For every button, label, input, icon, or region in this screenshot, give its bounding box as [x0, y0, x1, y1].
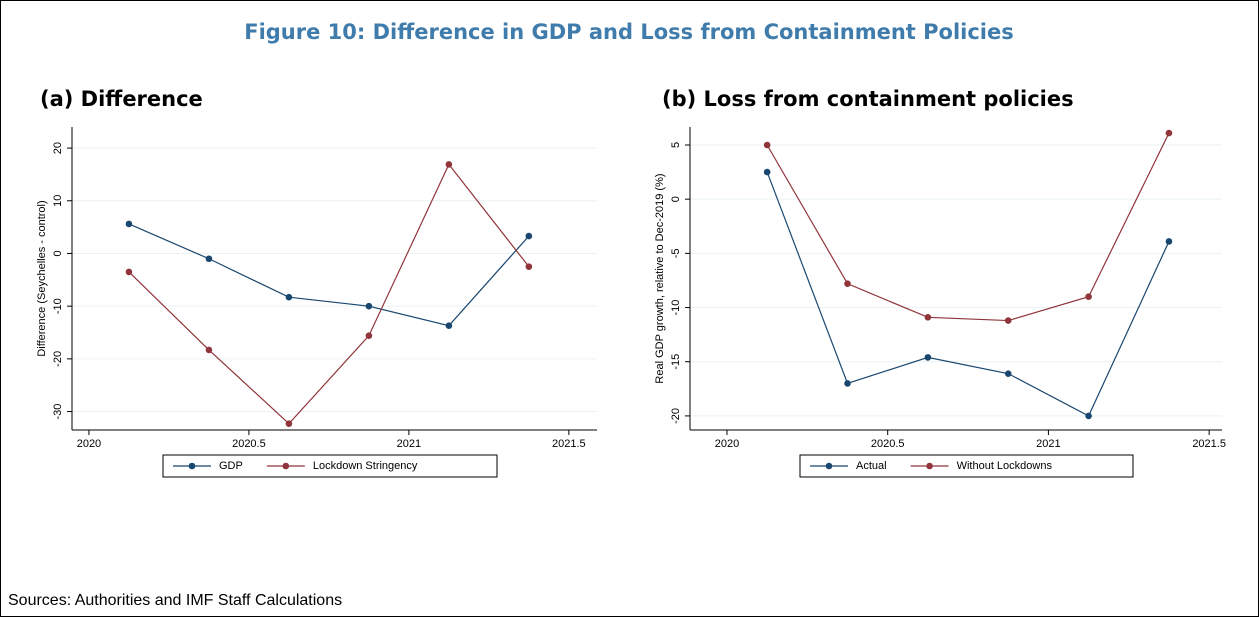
data-point: [1085, 412, 1092, 420]
legend-label: Actual: [856, 460, 887, 472]
legend: [162, 454, 498, 478]
data-point: [525, 232, 533, 240]
x-tick-label: 2020: [715, 438, 739, 450]
y-tick-label: -20: [670, 408, 682, 424]
x-tick-label: 2021: [397, 438, 421, 450]
y-axis-label: Real GDP growth, relative to Dec-2019 (%…: [654, 173, 666, 383]
y-tick-label: -10: [52, 298, 64, 314]
legend-marker: [825, 462, 833, 470]
panel-title: (a) Difference: [40, 87, 203, 111]
x-tick-label: 2021.5: [1192, 438, 1226, 450]
x-tick-label: 2020: [77, 438, 101, 450]
data-point: [763, 141, 771, 149]
series-line: [128, 223, 530, 327]
data-point: [285, 293, 293, 301]
data-point: [1165, 238, 1173, 245]
y-tick-label: 20: [52, 142, 64, 154]
legend-marker: [188, 462, 196, 470]
y-tick-label: 5: [670, 142, 682, 148]
data-point: [285, 420, 293, 427]
y-tick-label: 0: [52, 250, 64, 256]
legend-marker: [926, 462, 933, 470]
series-line: [766, 171, 1170, 417]
figure-title: Figure 10: Difference in GDP and Loss fr…: [244, 20, 1014, 44]
x-tick-label: 2020.5: [871, 438, 905, 450]
data-point: [763, 168, 771, 176]
data-point: [445, 161, 453, 168]
source-note: Sources: Authorities and IMF Staff Calcu…: [8, 592, 342, 609]
data-point: [125, 220, 133, 228]
data-point: [205, 255, 213, 263]
y-tick-label: -20: [52, 351, 64, 367]
legend: [799, 454, 1134, 478]
data-point: [1004, 370, 1012, 377]
data-point: [445, 322, 453, 329]
data-point: [525, 263, 533, 270]
y-tick-label: -10: [670, 300, 682, 316]
y-tick-label: 10: [52, 195, 64, 207]
legend-label: GDP: [219, 460, 243, 472]
data-point: [365, 332, 373, 339]
data-point: [1004, 317, 1012, 324]
x-tick-label: 2021: [1036, 438, 1060, 450]
legend-label: Lockdown Stringency: [313, 460, 418, 472]
data-point: [924, 354, 932, 361]
data-point: [844, 380, 851, 387]
data-point: [205, 346, 213, 354]
y-tick-label: 0: [670, 196, 682, 202]
panel-title: (b) Loss from containment policies: [662, 87, 1074, 111]
series-line: [128, 163, 530, 425]
series-line: [766, 132, 1170, 322]
y-tick-label: -15: [670, 354, 682, 370]
y-tick-label: -30: [52, 404, 64, 420]
x-tick-label: 2020.5: [232, 438, 266, 450]
y-tick-label: -5: [670, 248, 682, 258]
data-point: [924, 313, 932, 321]
y-axis-label: Difference (Seychelles - control): [36, 200, 48, 356]
legend-label: Without Lockdowns: [957, 460, 1053, 472]
data-point: [125, 268, 133, 276]
data-point: [1085, 293, 1092, 301]
x-tick-label: 2021.5: [552, 438, 586, 450]
data-point: [1165, 129, 1173, 137]
legend-marker: [282, 462, 290, 470]
data-point: [365, 302, 373, 310]
data-point: [844, 280, 851, 288]
